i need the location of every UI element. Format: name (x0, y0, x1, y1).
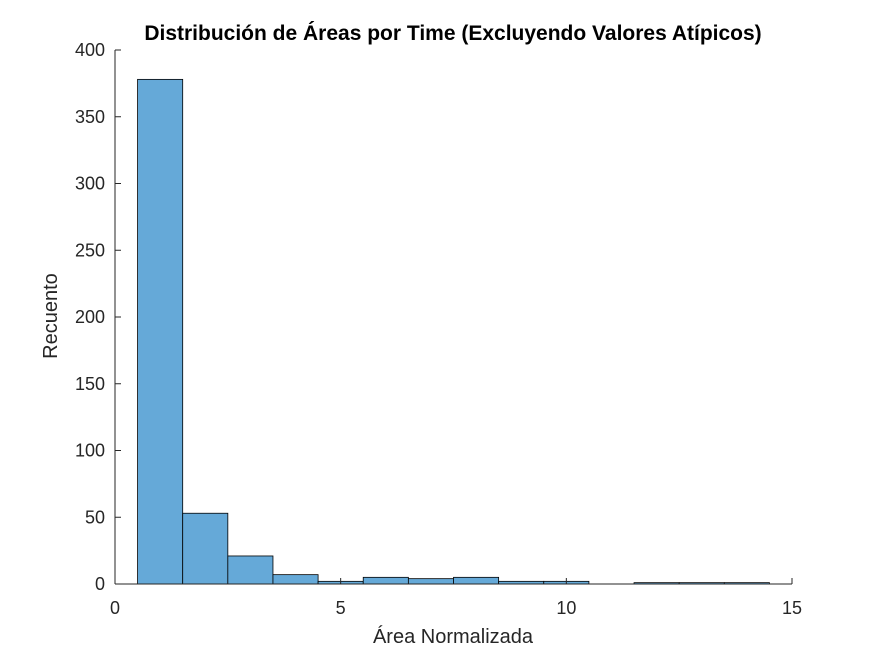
y-tick-label: 350 (75, 107, 105, 127)
histogram-bar (407, 578, 454, 585)
x-tick-label: 5 (336, 598, 346, 618)
y-tick-label: 0 (95, 574, 105, 594)
histogram-bar (453, 576, 500, 585)
y-tick-label: 250 (75, 240, 105, 260)
x-tick-label: 15 (782, 598, 802, 618)
x-tick-label: 10 (556, 598, 576, 618)
x-tick-label: 0 (110, 598, 120, 618)
histogram-bar (137, 78, 184, 585)
y-tick-label: 50 (85, 507, 105, 527)
histogram-bar (362, 576, 409, 585)
chart-title: Distribución de Áreas por Time (Excluyen… (144, 22, 761, 45)
y-tick-label: 200 (75, 307, 105, 327)
y-tick-label: 150 (75, 374, 105, 394)
y-tick-label: 100 (75, 441, 105, 461)
histogram-bar (227, 555, 274, 585)
histogram-bar (272, 574, 319, 585)
y-tick-label: 400 (75, 40, 105, 60)
histogram-bar (182, 512, 229, 585)
x-axis-label: Área Normalizada (373, 625, 534, 648)
y-axis-label: Recuento (40, 273, 62, 359)
histogram-bars (137, 78, 770, 585)
y-tick-label: 300 (75, 174, 105, 194)
